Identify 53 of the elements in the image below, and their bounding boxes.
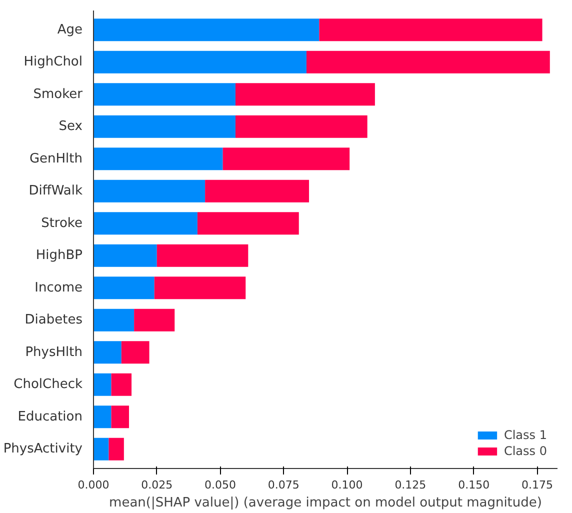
y-tick-label: Age bbox=[57, 22, 83, 38]
bar bbox=[94, 115, 236, 138]
bar bbox=[222, 148, 350, 170]
y-tick-label: PhysActivity bbox=[3, 442, 83, 457]
y-tick-label: Smoker bbox=[33, 86, 84, 102]
x-tick-label: 0.100 bbox=[331, 478, 363, 492]
x-tick-label: 0.025 bbox=[141, 478, 173, 492]
bar bbox=[94, 180, 206, 202]
bar bbox=[319, 18, 542, 42]
bar bbox=[108, 438, 124, 460]
x-tick-label: 0.050 bbox=[204, 478, 236, 492]
y-tick-label: PhysHlth bbox=[25, 344, 83, 360]
bar bbox=[111, 373, 132, 396]
bar bbox=[94, 438, 109, 460]
bar bbox=[235, 115, 368, 138]
bar bbox=[94, 18, 320, 42]
bar bbox=[94, 373, 112, 396]
bar bbox=[121, 341, 150, 364]
y-tick-label: Stroke bbox=[41, 216, 83, 231]
y-tick-label: DiffWalk bbox=[28, 184, 83, 199]
bar bbox=[94, 50, 306, 74]
bar bbox=[94, 308, 134, 332]
legend-label: Class 0 bbox=[504, 444, 547, 458]
bar bbox=[154, 276, 246, 300]
y-tick-label: HighChol bbox=[24, 54, 83, 70]
y-tick-label: Education bbox=[18, 409, 83, 424]
y-tick-label: Diabetes bbox=[24, 312, 83, 328]
bar bbox=[94, 276, 154, 300]
y-tick-label: Sex bbox=[58, 119, 83, 134]
bar bbox=[94, 83, 236, 106]
legend-label: Class 1 bbox=[504, 428, 547, 442]
bar bbox=[197, 212, 299, 235]
x-tick-label: 0.075 bbox=[268, 478, 300, 492]
bar bbox=[156, 244, 248, 267]
bar bbox=[94, 212, 198, 235]
x-tick-label: 0.175 bbox=[521, 478, 553, 492]
y-tick-label: HighBP bbox=[36, 248, 83, 264]
bar bbox=[94, 341, 122, 364]
bar bbox=[111, 406, 129, 428]
bar bbox=[94, 406, 112, 428]
bar bbox=[205, 180, 310, 202]
y-tick-label: Income bbox=[34, 280, 83, 296]
x-axis-title: mean(|SHAP value|) (average impact on model output magnitude) bbox=[109, 496, 542, 510]
x-tick-label: 0.125 bbox=[394, 478, 426, 492]
x-tick-label: 0.000 bbox=[78, 478, 110, 492]
bar bbox=[306, 50, 550, 74]
bar bbox=[235, 83, 375, 106]
bar bbox=[134, 308, 175, 332]
x-tick-label: 0.150 bbox=[458, 478, 490, 492]
bar bbox=[94, 148, 223, 170]
bar bbox=[94, 244, 157, 267]
y-tick-label: CholCheck bbox=[14, 377, 83, 392]
y-tick-label: GenHlth bbox=[29, 151, 83, 166]
